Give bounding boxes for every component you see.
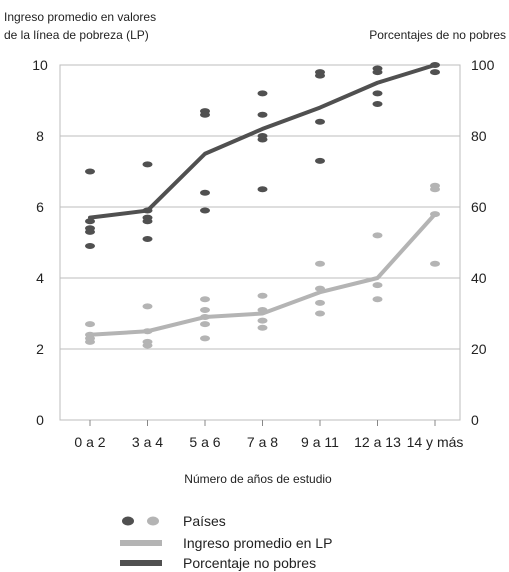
country-point [85, 338, 95, 345]
points-layer [85, 62, 440, 349]
legend-label-ingreso: Ingreso promedio en LP [183, 535, 332, 551]
right-tick-label: 40 [471, 270, 487, 286]
x-tick-label: 3 a 4 [132, 434, 163, 450]
legend-swatch-porcentaje [120, 560, 162, 566]
country-point [142, 161, 153, 168]
country-point [142, 303, 153, 310]
legend-dot-light [147, 516, 159, 526]
country-point [315, 310, 325, 317]
country-point [430, 69, 440, 76]
country-point [372, 101, 383, 108]
country-point [200, 111, 210, 118]
x-tick-label: 9 a 11 [301, 434, 339, 450]
country-point [315, 285, 325, 292]
country-point [200, 314, 210, 321]
legend-swatch-ingreso [120, 540, 162, 546]
country-point [142, 235, 153, 242]
right-tick-label: 80 [471, 128, 487, 144]
country-point [315, 260, 325, 267]
right-tick-label: 100 [471, 57, 495, 73]
country-point [430, 186, 440, 193]
country-point [200, 296, 210, 303]
country-point [257, 186, 268, 193]
country-point [85, 321, 95, 328]
country-point [257, 324, 268, 331]
plot-frame [59, 64, 461, 421]
x-axis-title: Número de años de estudio [184, 472, 332, 486]
right-tick-label: 60 [471, 199, 487, 215]
legend-label-paises: Países [183, 513, 226, 529]
country-point [142, 328, 153, 335]
left-tick-label: 2 [36, 341, 44, 357]
country-point [257, 111, 268, 118]
country-point [372, 90, 383, 97]
right-tick-label: 20 [471, 341, 487, 357]
right-axis-title: Porcentajes de no pobres [369, 28, 506, 42]
grid [60, 135, 460, 350]
country-point [200, 321, 210, 328]
x-tick-label: 7 a 8 [247, 434, 278, 450]
country-point [315, 118, 325, 125]
country-point [315, 72, 325, 79]
right-axis-ticks: 0 20 40 60 80 100 [471, 57, 495, 428]
country-point [257, 90, 268, 97]
x-tick-label: 14 y más [407, 434, 464, 450]
country-point [430, 260, 440, 267]
country-point [200, 306, 210, 313]
country-point [142, 342, 153, 349]
country-point [257, 292, 268, 299]
country-point [257, 317, 268, 324]
country-point [85, 168, 95, 175]
left-tick-label: 0 [36, 412, 44, 428]
left-tick-label: 4 [36, 270, 44, 286]
country-point [430, 62, 440, 68]
x-axis-ticks: 0 a 2 3 a 4 5 a 6 7 a 8 9 a 11 12 a 13 14 y má… [74, 420, 463, 450]
left-tick-label: 6 [36, 199, 44, 215]
country-point [315, 299, 325, 306]
series-line-ingreso [88, 212, 437, 337]
country-point [257, 136, 268, 143]
left-axis-title-line2: de la línea de pobreza (LP) [4, 28, 149, 42]
left-tick-label: 10 [32, 57, 48, 73]
legend: Países Ingreso promedio en LP Porcentaje… [120, 513, 332, 571]
country-point [142, 218, 153, 225]
country-point [200, 189, 210, 196]
country-point [372, 296, 383, 303]
country-point [372, 282, 383, 289]
left-tick-label: 8 [36, 128, 44, 144]
country-point [200, 207, 210, 214]
country-point [257, 306, 268, 313]
x-tick-label: 5 a 6 [189, 434, 220, 450]
country-point [200, 335, 210, 342]
country-point [372, 232, 383, 239]
right-tick-label: 0 [471, 412, 479, 428]
country-point [372, 69, 383, 76]
x-tick-label: 0 a 2 [74, 434, 105, 450]
country-point [85, 243, 95, 250]
country-point [85, 228, 95, 235]
legend-label-porcentaje: Porcentaje no pobres [183, 555, 316, 571]
country-point [85, 218, 95, 225]
legend-dot-dark [122, 516, 134, 526]
country-point [315, 157, 325, 164]
country-point [142, 207, 153, 214]
left-axis-title-line1: Ingreso promedio en valores [4, 10, 156, 24]
left-axis-ticks: 0 2 4 6 8 10 [32, 57, 48, 428]
x-tick-label: 12 a 13 [354, 434, 401, 450]
country-point [430, 211, 440, 218]
